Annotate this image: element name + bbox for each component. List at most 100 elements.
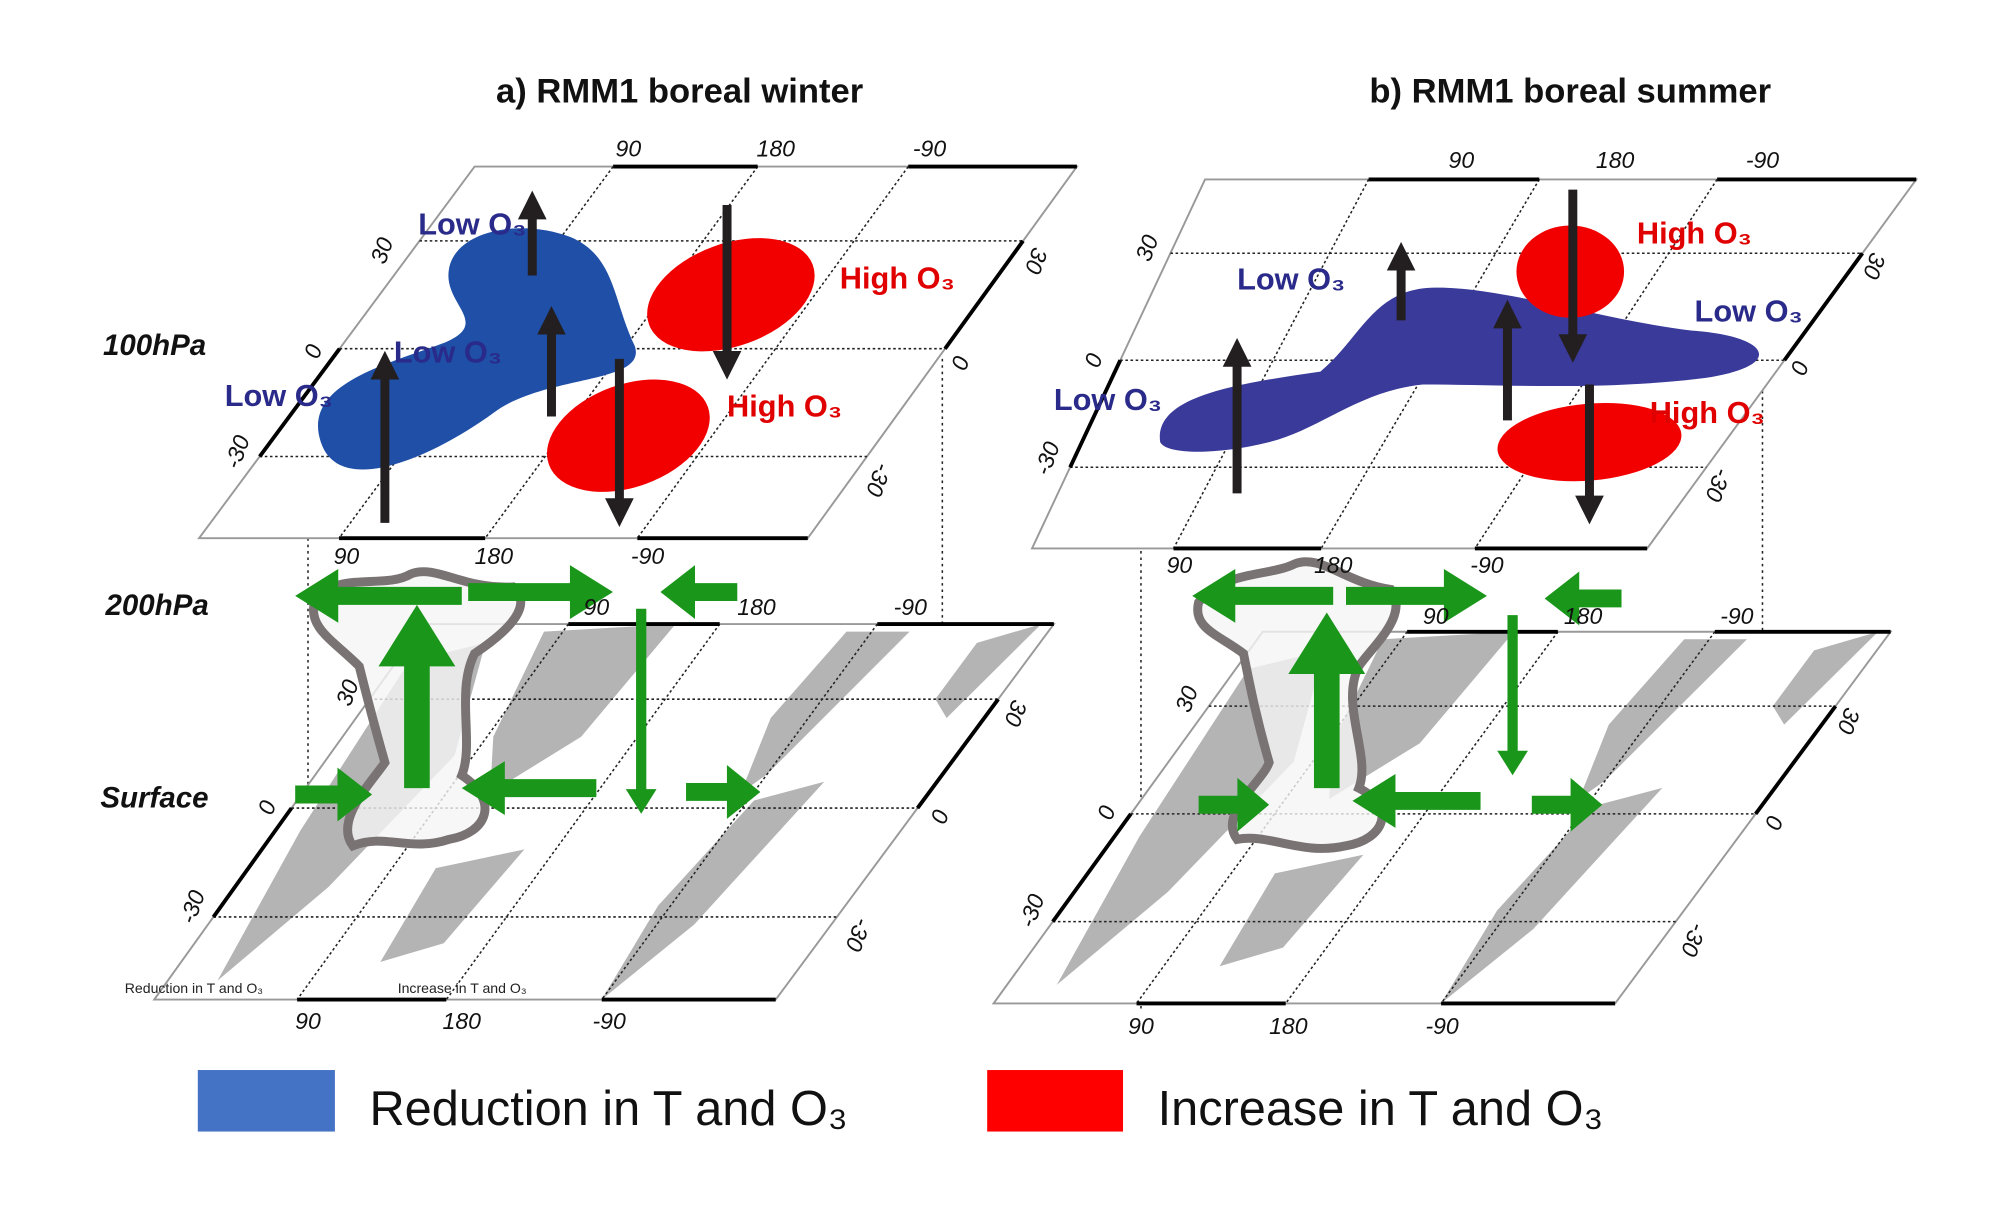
legend-swatch-reduction (197, 1070, 335, 1132)
low-o3-label: Low O₃ (225, 378, 333, 413)
low-o3-label: Low O₃ (394, 335, 502, 370)
lon-tick: 180 (1269, 1013, 1308, 1039)
high-o3-label: High O₃ (1650, 395, 1765, 430)
circulation-arrow (686, 765, 761, 819)
legend-label-increase: Increase in T and O₃ (1158, 1082, 1604, 1136)
lat-tick: -30 (174, 887, 210, 927)
high-o3-label: High O₃ (840, 260, 955, 295)
lat-tick: 30 (1832, 704, 1865, 737)
legend-swatch-increase (987, 1070, 1124, 1132)
low-o3-label: Low O₃ (418, 207, 526, 242)
frame-segment (1068, 359, 1123, 469)
level-label-surface: Surface (100, 781, 208, 814)
circulation-arrow (1544, 571, 1622, 626)
land-mass (1772, 631, 1879, 725)
inset-caption-reduction: Reduction in T and O₃ (125, 980, 263, 996)
lat-tick: -30 (1676, 920, 1712, 960)
lon-tick: -90 (631, 543, 664, 569)
lon-tick: -90 (913, 135, 946, 161)
lat-tick: -30 (1014, 890, 1050, 930)
low-o3-region (1159, 287, 1760, 452)
land-mass (1219, 854, 1364, 967)
land-mass (1329, 631, 1514, 800)
lon-tick: 180 (1564, 603, 1603, 629)
lat-tick: 30 (1130, 231, 1163, 264)
lon-tick: 180 (475, 543, 514, 569)
lon-tick: -90 (1720, 603, 1753, 629)
lat-tick: 0 (1760, 812, 1789, 833)
circulation-arrow (461, 761, 597, 816)
circulation-arrow (295, 568, 462, 623)
lat-tick: 0 (925, 806, 954, 827)
lon-tick: 90 (616, 135, 642, 161)
lat-tick: 0 (1079, 350, 1108, 371)
land-mass (601, 781, 825, 1000)
longitude-gridline (601, 623, 878, 1001)
frame-segment (211, 806, 294, 919)
lat-tick: -30 (1700, 465, 1736, 505)
lon-tick: -90 (592, 1008, 625, 1034)
high-o3-region (546, 379, 710, 492)
land-mass (1579, 639, 1748, 800)
lat-tick: 30 (365, 234, 398, 267)
lon-tick: -90 (894, 594, 927, 620)
lat-tick: -30 (219, 432, 255, 472)
lat-tick: 0 (252, 797, 281, 818)
frame-segment (916, 698, 1000, 810)
low-o3-label: Low O₃ (1237, 262, 1345, 297)
circulation-arrow (1288, 612, 1366, 789)
panel-a-title: a) RMM1 boreal winter (496, 73, 863, 111)
high-o3-label: High O₃ (727, 388, 842, 423)
lon-tick: 90 (1449, 147, 1475, 173)
low-o3-label: Low O₃ (1054, 382, 1162, 417)
legend: Reduction in T and O₃ Increase in T and … (197, 1070, 1604, 1136)
circulation-arrows (295, 189, 1622, 853)
circulation-arrow (1346, 568, 1487, 623)
low-o3-region (317, 228, 636, 470)
low-o3-label: Low O₃ (1695, 294, 1803, 329)
legend-label-reduction: Reduction in T and O₃ (370, 1082, 848, 1136)
lon-tick: 90 (295, 1008, 321, 1034)
lon-tick: 180 (1314, 552, 1353, 578)
lat-tick: -30 (840, 915, 876, 955)
circulation-arrow (1497, 615, 1528, 776)
lat-tick: -30 (1029, 438, 1065, 478)
panel-b-title: b) RMM1 boreal summer (1369, 73, 1771, 111)
longitude-gridline (445, 623, 721, 1001)
lon-tick: -90 (1470, 552, 1503, 578)
circulation-arrow (1531, 777, 1603, 832)
frame-segment (943, 239, 1025, 350)
circulation-arrow (625, 608, 657, 814)
lat-tick: 30 (1170, 682, 1203, 715)
lon-tick: -90 (1746, 147, 1779, 173)
circulation-arrow (378, 604, 456, 789)
lat-tick: -30 (861, 460, 897, 500)
frame-segment (1051, 812, 1133, 923)
lon-tick: 90 (334, 543, 360, 569)
level-label-100hpa: 100hPa (103, 329, 206, 362)
lat-tick: 0 (1092, 802, 1121, 823)
lat-tick: 0 (1785, 357, 1814, 378)
circulation-arrow (468, 565, 613, 619)
land-mass (380, 849, 525, 963)
lon-tick: 90 (584, 594, 610, 620)
land-mass (935, 624, 1042, 718)
circulation-arrow (1192, 568, 1334, 623)
lon-tick: 180 (737, 594, 776, 620)
frame-segment (1782, 252, 1864, 362)
circulation-arrow (1352, 774, 1481, 828)
lon-tick: 180 (443, 1008, 482, 1034)
lat-tick: 30 (1020, 244, 1053, 277)
frame-segment (1754, 704, 1838, 816)
lon-tick: 180 (757, 135, 796, 161)
inset-caption-increase: Increase in T and O₃ (398, 980, 527, 996)
circulation-arrow (295, 767, 373, 822)
high-o3-label: High O₃ (1637, 215, 1752, 250)
land-mass (490, 624, 676, 794)
frame-segment (258, 347, 342, 458)
lon-tick: 90 (1128, 1013, 1154, 1039)
lat-tick: 0 (946, 352, 975, 373)
lon-tick: -90 (1425, 1013, 1458, 1039)
land-mass (1441, 787, 1663, 1004)
